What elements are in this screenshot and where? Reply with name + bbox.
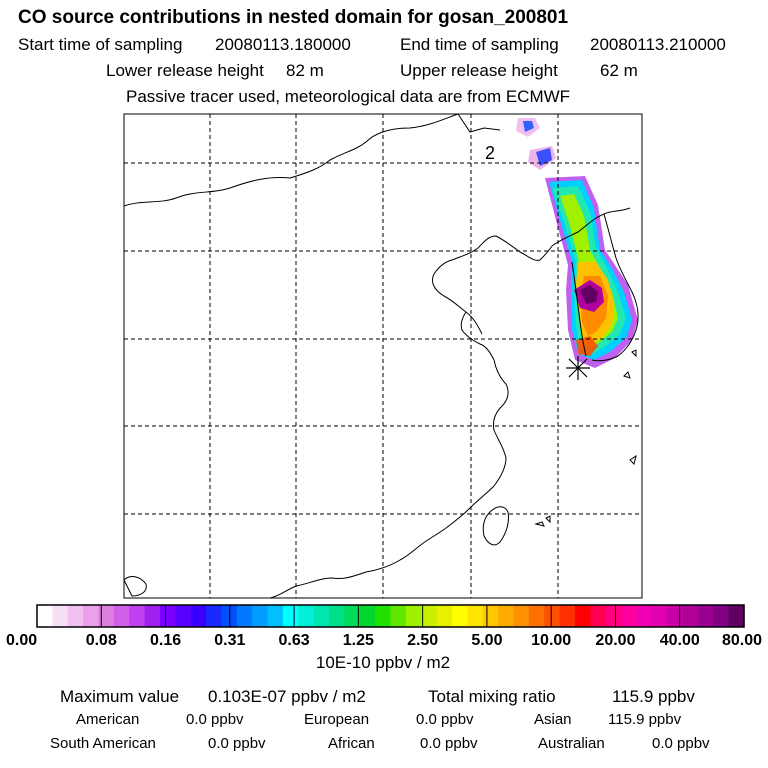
colorbar-cell <box>605 605 622 627</box>
plume-field <box>516 118 638 368</box>
colorbar-cell <box>574 605 591 627</box>
end-time-value: 20080113.210000 <box>590 35 726 54</box>
start-time-label: Start time of sampling <box>18 35 183 54</box>
colorbar-tick-label: 40.00 <box>660 632 700 649</box>
colorbar-ticks <box>100 605 681 627</box>
american-label: American <box>76 711 140 728</box>
south-american-label: South American <box>50 735 156 752</box>
colorbar-cell <box>52 605 69 627</box>
colorbar-cell <box>498 605 515 627</box>
max-value-label: Maximum value <box>60 687 180 706</box>
colorbar-cell <box>267 605 284 627</box>
lower-release-value: 82 m <box>286 61 324 80</box>
asian-value: 115.9 ppbv <box>608 711 682 728</box>
upper-release-label: Upper release height <box>400 61 558 80</box>
australian-label: Australian <box>538 735 605 752</box>
american-value: 0.0 ppbv <box>186 711 244 728</box>
african-label: African <box>328 735 375 752</box>
coastlines <box>124 114 639 598</box>
european-label: European <box>304 711 370 728</box>
total-mixing-label: Total mixing ratio <box>428 687 556 706</box>
colorbar-cell <box>528 605 545 627</box>
colorbar-cell <box>728 605 745 627</box>
asian-label: Asian <box>534 711 572 728</box>
map-frame <box>123 113 643 599</box>
tracer-note: Passive tracer used, meteorological data… <box>126 87 571 106</box>
colorbar-cell <box>129 605 146 627</box>
colorbar-cell <box>667 605 684 627</box>
colorbar-cell <box>113 605 130 627</box>
colorbar-cell <box>313 605 330 627</box>
colorbar-cell <box>713 605 730 627</box>
colorbar-cell <box>175 605 192 627</box>
colorbar-unit-label: 10E-10 ppbv / m2 <box>316 653 450 672</box>
colorbar-cell <box>590 605 607 627</box>
colorbar-cell <box>482 605 499 627</box>
australian-value: 0.0 ppbv <box>652 735 710 752</box>
colorbar-cell <box>559 605 576 627</box>
max-value: 0.103E-07 ppbv / m2 <box>208 687 366 706</box>
colorbar-cell <box>206 605 223 627</box>
colorbar-tick-label: 5.00 <box>471 632 502 649</box>
colorbar-cell <box>544 605 561 627</box>
colorbar-cell <box>144 605 161 627</box>
south-american-value: 0.0 ppbv <box>208 735 266 752</box>
colorbar-cell <box>37 605 53 627</box>
colorbar-tick-label: 20.00 <box>595 632 635 649</box>
graticule <box>124 114 642 598</box>
colorbar-cell <box>405 605 422 627</box>
colorbar-cell <box>282 605 299 627</box>
colorbar-tick-label: 0.16 <box>150 632 181 649</box>
colorbar-cells <box>37 605 745 627</box>
colorbar-cell <box>636 605 653 627</box>
page-number: 2 <box>485 143 495 163</box>
total-mixing-value: 115.9 ppbv <box>612 687 695 706</box>
colorbar-tick-label: 0.00 <box>6 632 37 649</box>
colorbar-cell <box>651 605 668 627</box>
colorbar-cell <box>513 605 530 627</box>
colorbar-cell <box>697 605 714 627</box>
lower-release-label: Lower release height <box>106 61 264 80</box>
chart-title: CO source contributions in nested domain… <box>18 7 569 28</box>
colorbar-frame <box>36 604 745 628</box>
african-value: 0.0 ppbv <box>420 735 478 752</box>
colorbar-cell <box>451 605 468 627</box>
colorbar-cell <box>436 605 453 627</box>
european-value: 0.0 ppbv <box>416 711 474 728</box>
colorbar-cell <box>682 605 699 627</box>
colorbar-cell <box>236 605 253 627</box>
colorbar-cell <box>359 605 376 627</box>
colorbar-cell <box>621 605 638 627</box>
colorbar-cell <box>467 605 484 627</box>
colorbar-cell <box>159 605 176 627</box>
start-time-value: 20080113.180000 <box>215 35 351 54</box>
colorbar-tick-label: 0.08 <box>86 632 117 649</box>
asterisk-icon <box>566 356 590 380</box>
colorbar-cell <box>83 605 100 627</box>
colorbar-cell <box>344 605 361 627</box>
colorbar-labels: 0.00 0.08 0.16 0.31 0.63 1.25 2.50 5.00 10.00 20.… <box>6 632 762 649</box>
colorbar-cell <box>298 605 315 627</box>
colorbar-tick-label: 80.00 <box>722 632 762 649</box>
end-time-label: End time of sampling <box>400 35 559 54</box>
colorbar-tick-label: 0.31 <box>214 632 245 649</box>
colorbar-cell <box>98 605 115 627</box>
colorbar-cell <box>375 605 392 627</box>
colorbar-tick-label: 0.63 <box>279 632 310 649</box>
colorbar-tick-label: 2.50 <box>407 632 438 649</box>
colorbar-cell <box>190 605 207 627</box>
colorbar-cell <box>67 605 84 627</box>
colorbar-tick-label: 1.25 <box>343 632 374 649</box>
colorbar-cell <box>252 605 269 627</box>
upper-release-value: 62 m <box>600 61 638 80</box>
colorbar-cell <box>421 605 438 627</box>
colorbar-cell <box>329 605 345 627</box>
colorbar-cell <box>390 605 407 627</box>
colorbar-tick-label: 10.00 <box>531 632 571 649</box>
